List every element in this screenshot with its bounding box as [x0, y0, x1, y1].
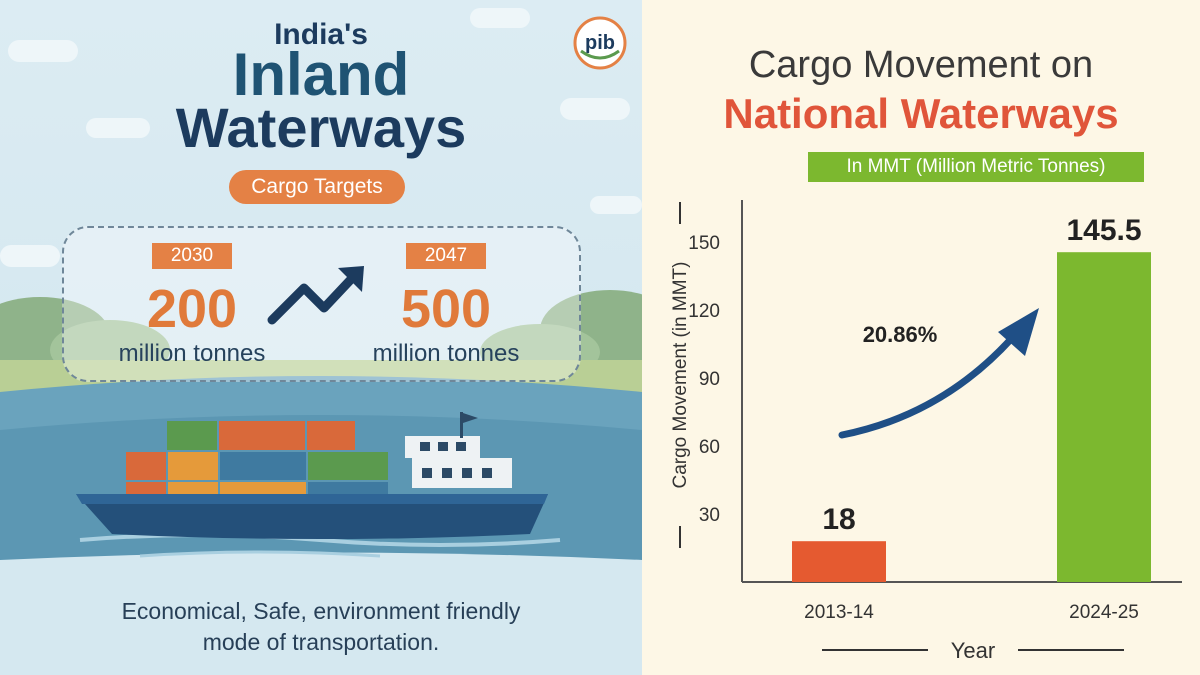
tagline: Economical, Safe, environment friendly m…	[0, 596, 642, 658]
bar-2024-25	[1057, 252, 1151, 582]
title-line-2: Inland	[232, 41, 410, 108]
cloud-decoration	[590, 196, 642, 214]
y-axis-title-group: Cargo Movement (in MMT)	[670, 202, 691, 548]
target-year-2047: 2047	[406, 243, 486, 269]
y-tick-label: 30	[699, 505, 720, 526]
y-tick-label: 90	[699, 369, 720, 390]
x-tick-label: 2024-25	[1069, 602, 1139, 623]
growth-arrow-icon	[267, 266, 364, 325]
bar-data-label: 145.5	[1066, 214, 1141, 247]
target-year-2030: 2030	[152, 243, 232, 269]
pib-logo: pib	[567, 15, 633, 71]
bar-2013-14	[792, 541, 886, 582]
x-tick-labels: 2013-14 2024-25	[804, 602, 1139, 623]
target-unit-2047: million tonnes	[372, 340, 520, 367]
title-line-3: Waterways	[175, 96, 467, 159]
x-axis-title: Year	[951, 638, 995, 663]
growth-annotation-arrow	[838, 308, 1039, 439]
cargo-chart-panel: Cargo Movement on National Waterways In …	[642, 0, 1200, 675]
tagline-line-2: mode of transportation.	[202, 629, 440, 655]
cloud-decoration	[0, 245, 60, 267]
cloud-decoration	[470, 8, 530, 28]
title-line-1: India's	[274, 18, 368, 51]
target-value-2030: 200	[146, 279, 238, 339]
target-value-2047: 500	[400, 279, 492, 339]
cargo-ship-illustration	[76, 412, 548, 539]
bar-data-labels: 18 145.5	[822, 214, 1141, 536]
bars	[792, 252, 1151, 582]
chart-subtitle: National Waterways	[723, 90, 1119, 137]
growth-arrow-curve	[838, 334, 1016, 439]
y-tick-label: 150	[688, 233, 720, 254]
y-axis-title: Cargo Movement (in MMT)	[670, 262, 691, 489]
growth-annotation: 20.86%	[863, 322, 938, 347]
left-infographic-panel: India's Inland Waterways pib Cargo Targe…	[0, 0, 642, 675]
chart-title: Cargo Movement on	[748, 44, 1094, 86]
x-axis-title-group: Year	[822, 638, 1124, 663]
target-unit-2030: million tonnes	[118, 340, 266, 367]
x-tick-label: 2013-14	[804, 602, 874, 623]
tagline-line-1: Economical, Safe, environment friendly	[121, 598, 521, 624]
bar-data-label: 18	[822, 503, 855, 536]
cloud-decoration	[560, 98, 630, 120]
cargo-targets-pill: Cargo Targets	[229, 170, 405, 204]
unit-banner: In MMT (Million Metric Tonnes)	[808, 152, 1144, 182]
y-tick-labels: 30 60 90 120 150	[688, 233, 720, 526]
y-tick-label: 120	[688, 301, 720, 322]
logo-text: pib	[585, 32, 615, 54]
growth-arrow-head	[998, 308, 1039, 356]
cloud-decoration	[86, 118, 150, 138]
cloud-decoration	[8, 40, 78, 62]
y-tick-label: 60	[699, 437, 720, 458]
pib-logo-icon: pib	[573, 16, 627, 70]
